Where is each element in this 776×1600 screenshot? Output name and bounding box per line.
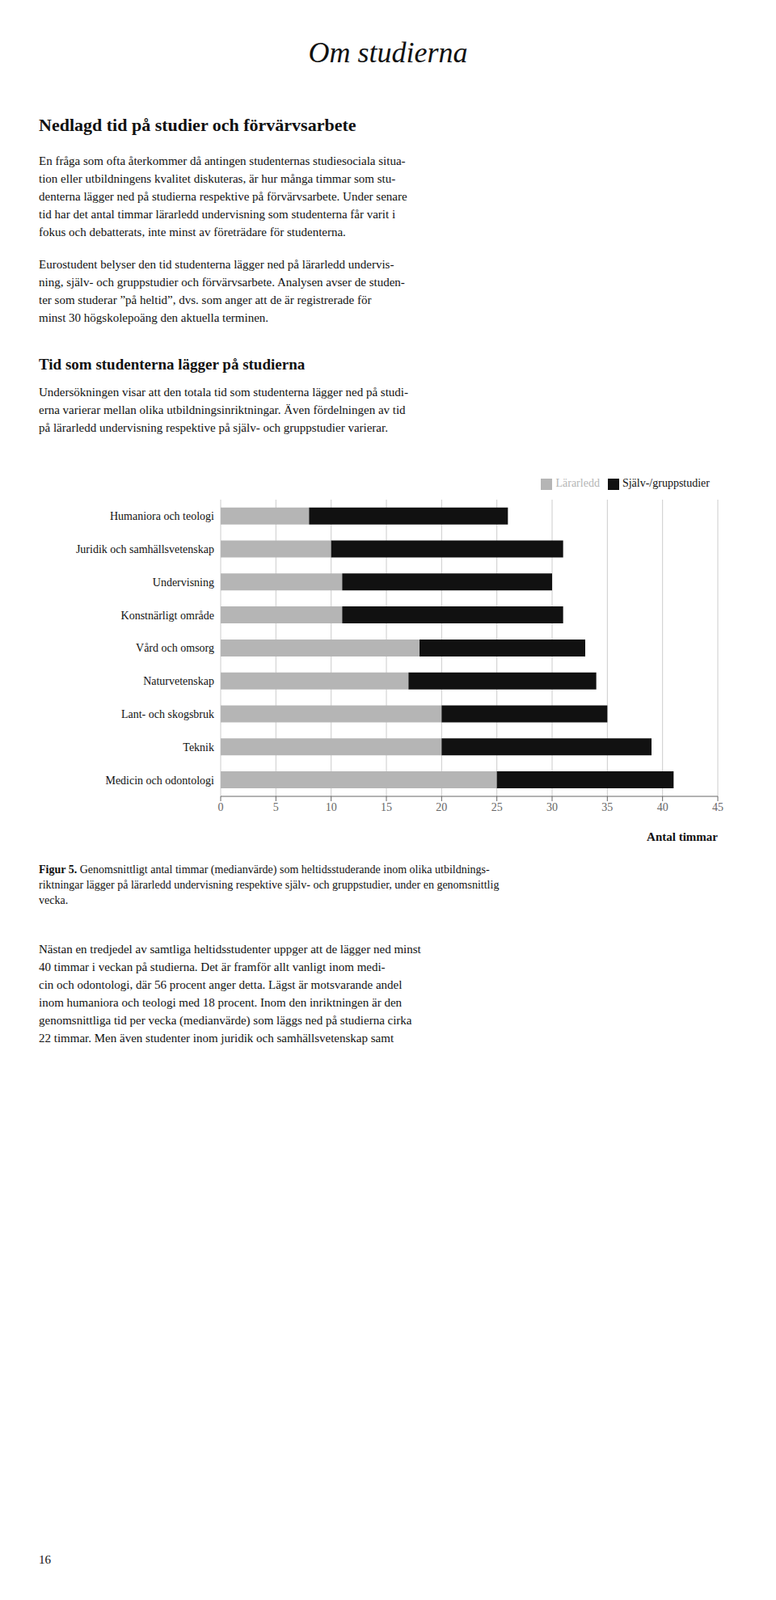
html-text:fokus och debatterats, inte mi: fokus och debatterats, inte minst av för… — [38, 225, 346, 239]
html-text:minst 30 högskolepoäng den akt: minst 30 högskolepoäng den aktuella term… — [38, 311, 269, 325]
html-text:erna varierar mellan olika utb: erna varierar mellan olika utbildningsin… — [38, 403, 406, 417]
html-text:vecka.: vecka. — [38, 894, 69, 907]
html-text:En fråga som ofta återkommer d: En fråga som ofta återkommer då antingen… — [38, 154, 406, 168]
svg-text:Antal timmar: Antal timmar — [646, 830, 718, 844]
svg-text:5: 5 — [273, 801, 279, 814]
html-text:ter som studerar ”på heltid”,: ter som studerar ”på heltid”, dvs. som a… — [38, 293, 372, 307]
svg-text:45: 45 — [712, 801, 724, 814]
svg-text:Undervisning: Undervisning — [152, 576, 215, 589]
html-text:Nedlagd tid på studier och för: Nedlagd tid på studier och förvärvsarbet… — [38, 114, 357, 135]
html-text:Om studierna: Om studierna — [308, 36, 468, 69]
svg-text:Humaniora och teologi: Humaniora och teologi — [109, 510, 215, 523]
svg-text:Teknik: Teknik — [182, 741, 215, 754]
html-text:Figur 5. Genomsnittligt antal: Figur 5. Genomsnittligt antal timmar (me… — [38, 863, 490, 876]
html-text:ning, själv- och gruppstudier: ning, själv- och gruppstudier och förvär… — [38, 275, 405, 289]
html-text:Lärarledd: Lärarledd — [555, 476, 600, 490]
svg-text:Konstnärligt område: Konstnärligt område — [121, 609, 215, 622]
html-text:40 timmar i veckan på studiern: 40 timmar i veckan på studierna. Det är … — [38, 960, 386, 974]
svg-text:40: 40 — [657, 801, 669, 814]
html-text:Själv-/gruppstudier: Själv-/gruppstudier — [622, 476, 710, 490]
html-text:22 timmar. Men även studenter: 22 timmar. Men även studenter inom jurid… — [38, 1031, 394, 1045]
svg-text:20: 20 — [435, 801, 448, 814]
svg-text:Naturvetenskap: Naturvetenskap — [143, 674, 215, 688]
html-text:denterna lägger ned på studier: denterna lägger ned på studierna respekt… — [38, 189, 408, 203]
svg-text:Vård och omsorg: Vård och omsorg — [135, 641, 215, 654]
html-text:Tid som studenterna lägger på: Tid som studenterna lägger på studierna — [38, 355, 305, 373]
svg-text:10: 10 — [325, 801, 338, 814]
svg-text:Juridik och samhällsvetenskap: Juridik och samhällsvetenskap — [75, 543, 215, 556]
html-text:på lärarledd undervisning resp: på lärarledd undervisning respektive på … — [38, 421, 388, 435]
svg-text:30: 30 — [546, 801, 558, 814]
html-text:genomsnittliga tid per vecka (: genomsnittliga tid per vecka (medianvärd… — [38, 1013, 412, 1027]
svg-text:Lant- och skogsbruk: Lant- och skogsbruk — [121, 708, 215, 721]
html-text:tion eller utbildningens kvali: tion eller utbildningens kvalitet diskut… — [38, 172, 396, 186]
html-text:cin och odontologi, där 56 pro: cin och odontologi, där 56 procent anger… — [38, 978, 403, 992]
html-text:16: 16 — [38, 1552, 51, 1566]
svg-text:35: 35 — [601, 801, 613, 814]
html-text:riktningar lägger på lärarledd: riktningar lägger på lärarledd undervisn… — [38, 878, 500, 891]
html-text:Eurostudent belyser den tid st: Eurostudent belyser den tid studenterna … — [38, 257, 394, 271]
svg-text:0: 0 — [218, 801, 224, 814]
svg-text:Medicin och odontologi: Medicin och odontologi — [105, 774, 215, 787]
html-text:tid har det antal timmar lärar: tid har det antal timmar lärarledd under… — [38, 207, 396, 221]
html-text:inom humaniora och teologi med: inom humaniora och teologi med 18 procen… — [38, 995, 402, 1009]
svg-text:15: 15 — [380, 801, 393, 814]
svg-text:25: 25 — [491, 801, 503, 814]
html-text:Nästan en tredjedel av samtlig: Nästan en tredjedel av samtliga heltidss… — [38, 942, 421, 956]
html-text:Undersökningen visar att den t: Undersökningen visar att den totala tid … — [38, 385, 409, 399]
